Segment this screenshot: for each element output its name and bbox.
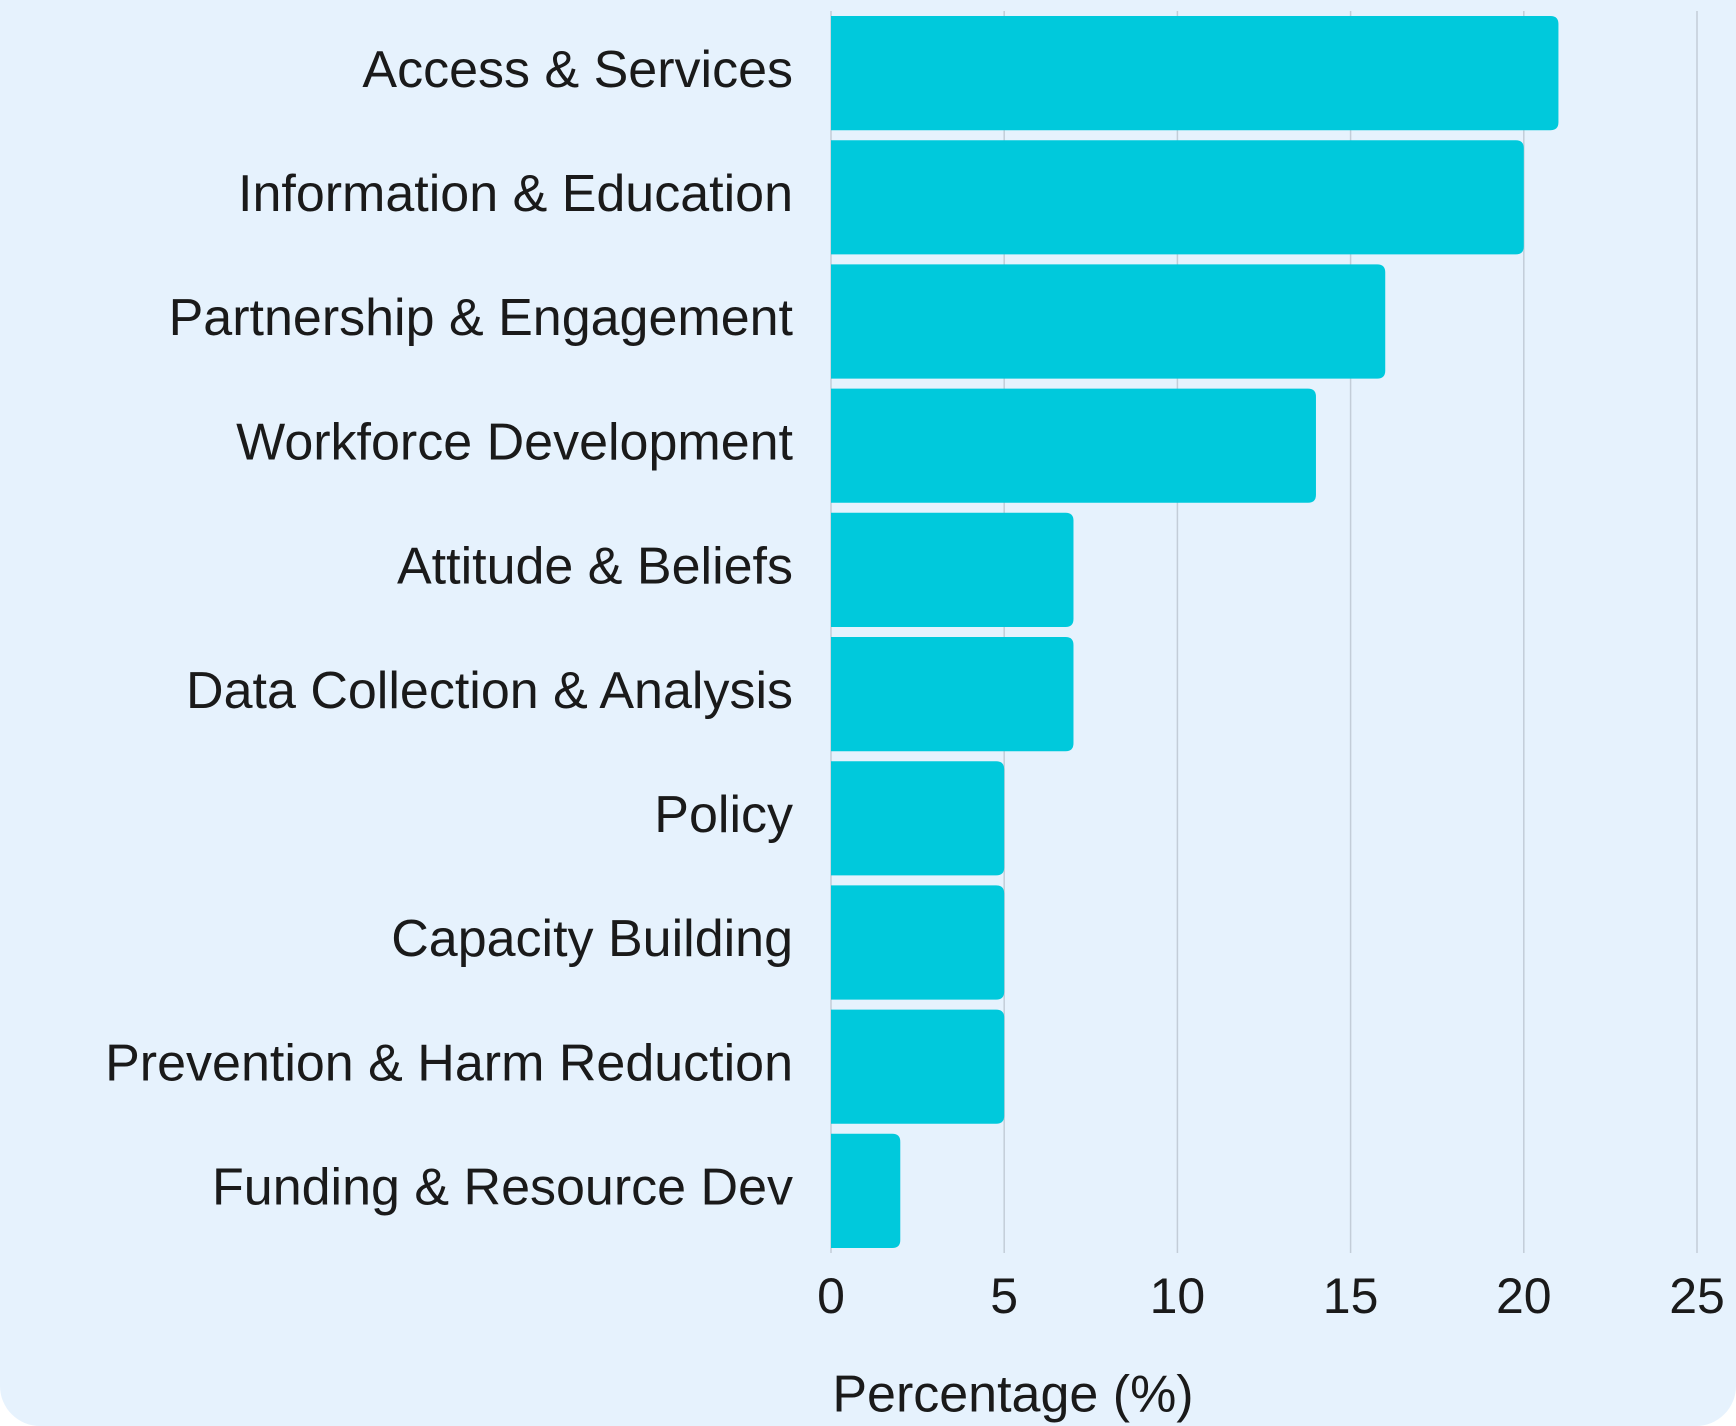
bar [831, 264, 1386, 379]
y-tick-label: Policy [654, 786, 793, 844]
y-tick-label: Information & Education [238, 165, 793, 223]
x-tick-label: 15 [1323, 1268, 1379, 1324]
bar [831, 16, 1559, 131]
bar [831, 1133, 901, 1248]
x-tick-label: 20 [1496, 1268, 1552, 1324]
y-tick-label: Funding & Resource Dev [212, 1159, 793, 1217]
y-tick-label: Partnership & Engagement [169, 289, 794, 347]
bar [831, 1009, 1005, 1124]
bar [831, 140, 1524, 255]
y-tick-label: Prevention & Harm Reduction [105, 1034, 793, 1092]
bar [831, 761, 1005, 876]
bar [831, 512, 1074, 627]
bar [831, 637, 1074, 752]
x-tick-label: 0 [817, 1268, 845, 1324]
x-axis-title: Percentage (%) [832, 1366, 1193, 1424]
y-tick-label: Access & Services [362, 41, 793, 99]
x-tick-label: 5 [990, 1268, 1018, 1324]
x-tick-label: 10 [1150, 1268, 1206, 1324]
bar [831, 388, 1316, 503]
y-tick-label: Attitude & Beliefs [397, 538, 793, 596]
y-tick-label: Data Collection & Analysis [186, 662, 793, 720]
x-tick-label: 25 [1669, 1268, 1725, 1324]
y-tick-label: Workforce Development [236, 413, 793, 471]
y-tick-label: Capacity Building [391, 910, 793, 968]
bar [831, 885, 1005, 1000]
